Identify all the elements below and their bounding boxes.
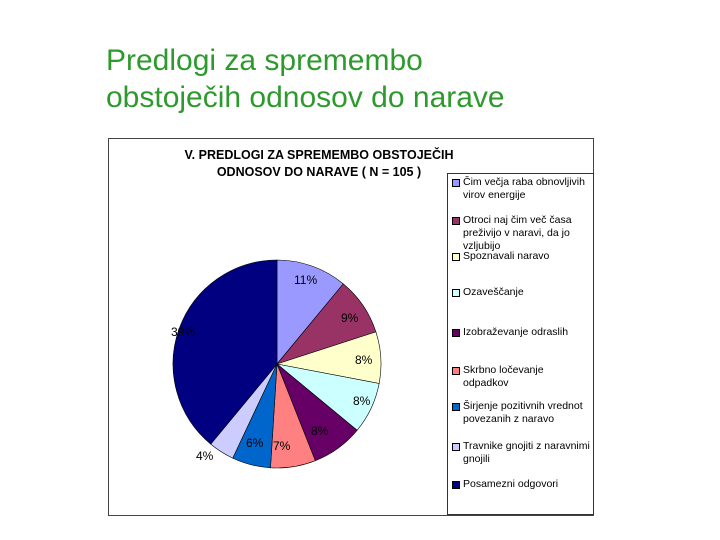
legend-label: Ozaveščanje bbox=[463, 286, 524, 298]
pie-slice-9 bbox=[172, 259, 278, 445]
legend-label: Izobraževanje odraslih bbox=[463, 326, 569, 338]
slice-label-5: 8% bbox=[311, 424, 329, 438]
legend-swatch bbox=[452, 481, 460, 489]
legend-label: Otroci naj čim več časa preživijo v nara… bbox=[463, 214, 572, 252]
slide-title-line-2: obstoječih odnosov do narave bbox=[106, 81, 505, 114]
slice-label-1: 11% bbox=[294, 273, 317, 287]
legend-swatch bbox=[452, 403, 460, 411]
slice-label-3: 8% bbox=[355, 353, 373, 367]
chart-frame: 11% 9% 8% 8% 8% 7% 6% 4% 39% V. PREDLOGI ZA SPRE… bbox=[108, 138, 594, 516]
pie-slice-1 bbox=[276, 259, 344, 365]
slice-label-4: 8% bbox=[353, 394, 371, 408]
legend-swatch bbox=[452, 217, 460, 225]
legend-swatch bbox=[452, 329, 460, 337]
slice-label-9: 39% bbox=[171, 325, 195, 339]
chart-title: V. PREDLOGI ZA SPREMEMBO OBSTOJEČIH ODNO… bbox=[169, 147, 469, 181]
slide-title: Predlogi za spremembo obstoječih odnosov… bbox=[106, 42, 666, 116]
chart-title-line-1: V. PREDLOGI ZA SPREMEMBO OBSTOJEČIH bbox=[184, 148, 454, 162]
legend-label: Čim večja raba obnovljivih virov energij… bbox=[463, 176, 585, 201]
legend-swatch bbox=[452, 253, 460, 261]
legend-label: Posamezni odgovori bbox=[463, 478, 559, 490]
pie-chart: 11% 9% 8% 8% 8% 7% 6% 4% 39% bbox=[171, 259, 382, 469]
legend-label: Travnike gnojiti z naravnimi gnojili bbox=[463, 440, 590, 465]
legend-swatch bbox=[452, 443, 460, 451]
legend-label: Skrbno ločevanje odpadkov bbox=[463, 364, 544, 389]
legend-label: Širjenje pozitivnih vrednot povezanih z … bbox=[463, 400, 583, 425]
slice-label-7: 6% bbox=[246, 436, 264, 450]
legend-swatch bbox=[452, 179, 460, 187]
slide-title-line-1: Predlogi za spremembo bbox=[106, 44, 423, 77]
legend-swatch bbox=[452, 367, 460, 375]
chart-title-line-2: ODNOSOV DO NARAVE ( N = 105 ) bbox=[216, 165, 422, 179]
chart-legend: Čim večja raba obnovljivih virov energij… bbox=[447, 173, 594, 515]
slice-label-2: 9% bbox=[341, 311, 359, 325]
slice-label-6: 7% bbox=[273, 439, 291, 453]
slice-label-8: 4% bbox=[196, 449, 214, 463]
legend-swatch bbox=[452, 289, 460, 297]
legend-label: Spoznavali naravo bbox=[463, 250, 550, 262]
